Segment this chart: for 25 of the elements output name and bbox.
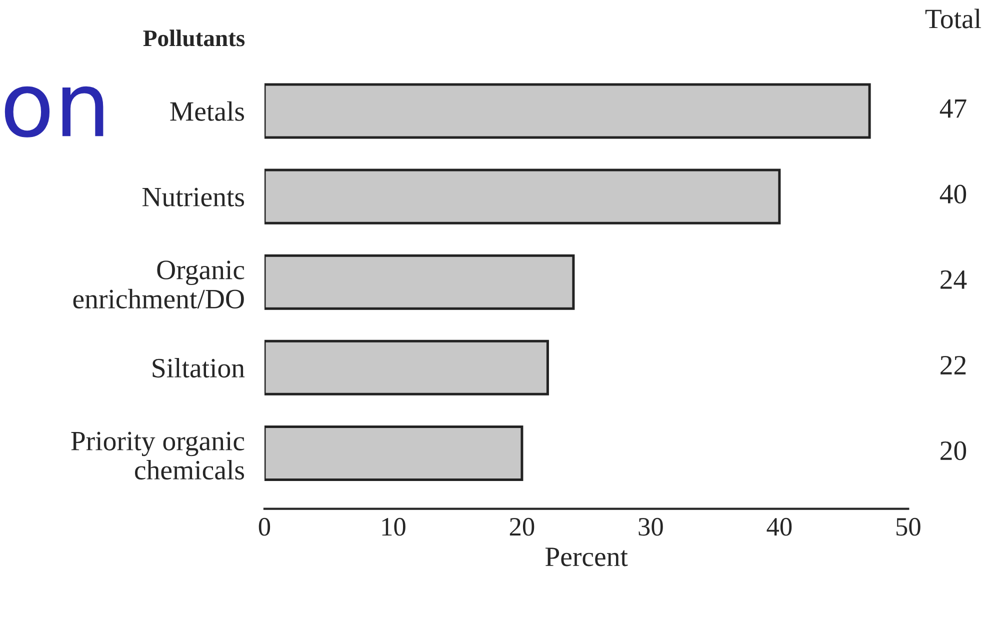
bar [264,254,575,310]
x-tick-label: 40 [766,518,792,536]
data-label: 47 [940,99,966,118]
x-tick-label: 50 [896,518,920,536]
x-axis-title: Percent [545,548,628,566]
data-label: 24 [940,270,967,289]
y-tick-label: Siltation [152,358,245,378]
x-tick-label: 20 [510,518,534,536]
y-tick-label: Nutrients [142,188,244,206]
x-tick-label: 10 [382,518,406,536]
data-label: 20 [940,441,966,460]
text: on [4,86,104,138]
x-tick-label: 0 [258,518,270,536]
bar [264,83,871,139]
data-label: 22 [940,356,966,374]
x-tick-label: 30 [638,518,663,536]
text: Total [925,8,982,28]
bar [264,168,781,224]
y-axis-title: Pollutants [143,30,245,46]
data-label: 40 [940,184,966,204]
bar [264,425,524,481]
y-tick-label: Priority organic chemicals [71,432,244,480]
y-tick-label: Metals [170,101,244,121]
y-tick-label: Organic enrichment/DO [73,260,244,308]
bar [264,340,549,396]
